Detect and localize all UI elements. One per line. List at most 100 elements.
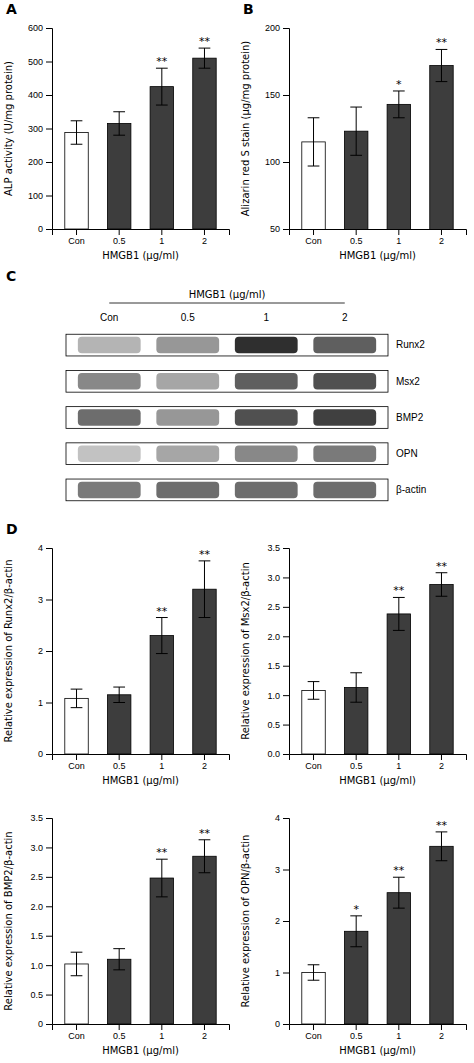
y-axis-title: Alizarin red S stain (μg/mg protein): [240, 41, 251, 217]
y-tick-label: 0: [38, 1019, 43, 1029]
row-label: Msx2: [396, 376, 420, 387]
x-tick: 1: [159, 229, 164, 246]
x-axis: Con 0.5 1 2: [53, 754, 230, 771]
x-axis: Con0.512: [290, 229, 467, 246]
x-tick: 0.5: [113, 754, 126, 771]
significance-label: *: [353, 903, 359, 916]
error-stem: [119, 949, 120, 970]
y-tick-label: 2.0: [30, 902, 43, 912]
x-tick: 1: [159, 754, 164, 771]
x-tick-mark: [204, 754, 205, 760]
band: [313, 445, 376, 462]
y-axis-line: [46, 549, 53, 755]
error-cap: [199, 872, 211, 873]
bar: [150, 636, 173, 754]
x-axis-line: [290, 230, 467, 236]
y-tick-mark: [283, 229, 289, 230]
y-tick-mark: [46, 548, 52, 549]
error-cap: [393, 908, 405, 909]
x-axis: Con0.512: [53, 1024, 230, 1041]
y-tick-mark: [46, 95, 52, 96]
row-tick: BMP2: [396, 412, 424, 423]
x-axis-title: HMGB1 (μg/ml): [339, 1045, 416, 1056]
y-tick-mark: [46, 703, 52, 704]
plot-area: [302, 573, 453, 754]
y-tick-mark: [46, 995, 52, 996]
band: [78, 409, 141, 426]
x-tick: 0.5: [350, 1024, 363, 1041]
y-tick: 0: [38, 224, 52, 234]
panel-title: D: [6, 521, 18, 537]
x-axis-line: [290, 1025, 467, 1031]
x-tick: Con: [68, 754, 85, 771]
bar: [430, 66, 453, 229]
significance-label: **: [436, 36, 448, 49]
lane-frame: [66, 370, 388, 392]
error-cap: [113, 135, 125, 136]
error-cap: [350, 702, 362, 703]
error-stem: [313, 965, 314, 980]
y-axis: 0.00.51.01.52.02.53.03.5: [267, 543, 289, 759]
x-tick: 2: [439, 754, 444, 771]
x-tick-label: 2: [202, 761, 207, 771]
y-tick-label: 0.5: [30, 990, 43, 1000]
error-cap: [393, 117, 405, 118]
x-tick: 0.5: [350, 754, 363, 771]
error-bar: [393, 877, 405, 908]
error-bar: [436, 573, 448, 597]
error-cap: [156, 653, 168, 654]
x-tick-label: 0.5: [350, 1031, 363, 1041]
error-stem: [204, 561, 205, 618]
y-tick: 3.5: [267, 543, 289, 553]
bar: [387, 893, 410, 1024]
column-tick: 1: [263, 312, 269, 323]
significance-label: *: [396, 78, 402, 91]
x-tick-label: Con: [68, 761, 85, 771]
error-bar: [71, 689, 83, 708]
y-tick-label: 100: [28, 191, 43, 201]
y-tick-label: 3.0: [30, 843, 43, 853]
x-tick: 2: [439, 1024, 444, 1041]
y-axis-title: Relative expression of Msx2/β-actin: [240, 562, 251, 740]
error-cap: [199, 617, 211, 618]
error-bar: [350, 107, 362, 155]
y-tick: 2.0: [30, 902, 52, 912]
error-cap: [436, 860, 448, 861]
y-tick: 1: [38, 698, 52, 708]
bar: [150, 87, 173, 229]
y-tick-mark: [283, 725, 289, 726]
y-tick-mark: [46, 196, 52, 197]
x-tick-label: Con: [68, 1031, 85, 1041]
x-tick-mark: [161, 754, 162, 760]
band: [235, 482, 298, 499]
x-tick-label: 1: [159, 761, 164, 771]
y-tick-mark: [46, 651, 52, 652]
lane-frame: [66, 334, 388, 356]
band: [235, 337, 298, 354]
x-tick: 1: [396, 229, 401, 246]
column-tick: 0.5: [181, 312, 195, 323]
band: [313, 337, 376, 354]
bar: [107, 695, 130, 754]
y-tick-mark: [283, 666, 289, 667]
bar: [430, 846, 453, 1024]
significance-label: **: [393, 584, 405, 597]
error-stem: [313, 682, 314, 700]
x-tick: 0.5: [350, 229, 363, 246]
y-tick-mark: [46, 877, 52, 878]
y-tick-label: 0.5: [267, 720, 280, 730]
error-bar: [156, 859, 168, 897]
error-stem: [356, 107, 357, 155]
bar: [302, 973, 325, 1025]
x-tick-label: 0.5: [113, 1031, 126, 1041]
plot-area: [65, 840, 216, 1024]
x-tick-mark: [119, 754, 120, 760]
error-cap: [393, 630, 405, 631]
x-tick-mark: [313, 229, 314, 235]
y-tick-label: 1: [38, 698, 43, 708]
error-cap: [199, 68, 211, 69]
y-tick: 1.5: [267, 661, 289, 671]
column-label: 0.5: [181, 312, 195, 323]
error-bar: [393, 91, 405, 118]
error-stem: [119, 112, 120, 135]
